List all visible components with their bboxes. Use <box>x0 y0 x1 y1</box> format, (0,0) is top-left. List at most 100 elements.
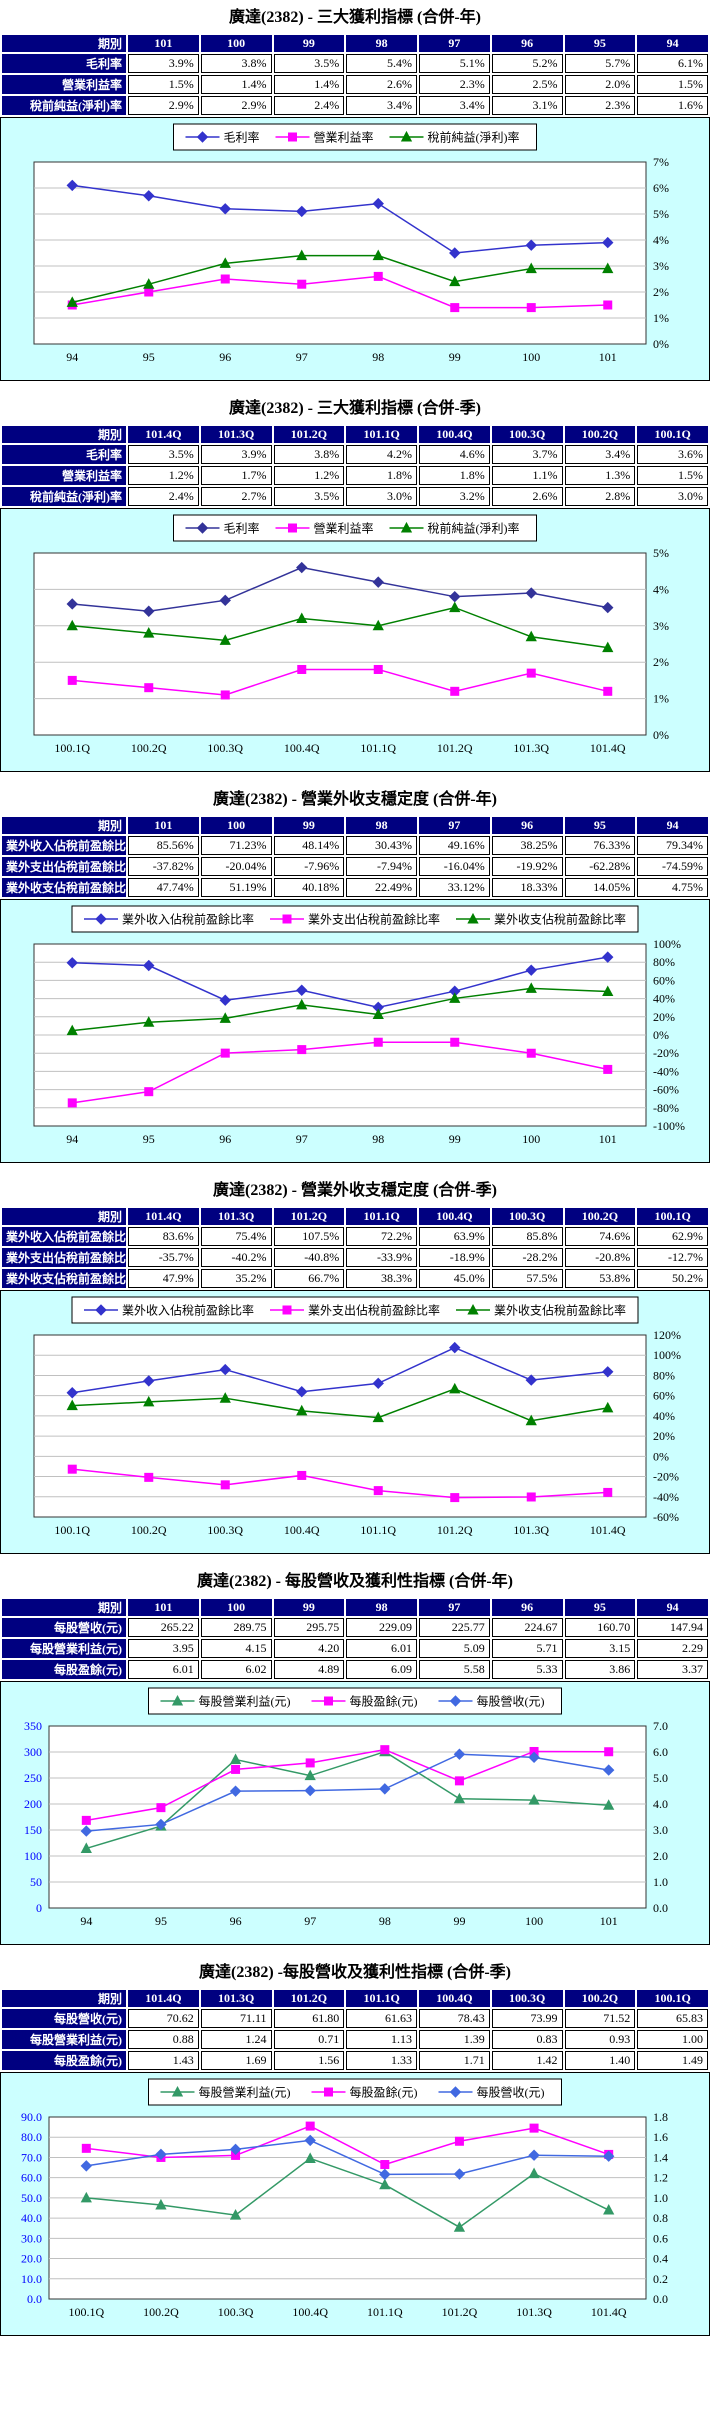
diamond-marker-icon <box>602 951 614 963</box>
series-line <box>72 1388 608 1422</box>
left-axis-tick-label: 50 <box>30 1875 42 1889</box>
triangle-marker-icon <box>66 296 78 307</box>
left-axis-tick-label: 10.0 <box>21 2272 42 2286</box>
right-axis-tick-label: 60% <box>653 973 675 987</box>
table-cell: 3.86 <box>564 1660 636 1679</box>
table-cell: 83.6% <box>128 1227 199 1246</box>
triangle-marker-icon <box>528 1794 540 1805</box>
x-axis-tick-label: 100.1Q <box>68 2305 104 2319</box>
table-cell: 3.37 <box>637 1660 708 1679</box>
diamond-marker-icon <box>143 1375 155 1387</box>
triangle-marker-icon <box>372 249 384 261</box>
period-header-cell: 100.1Q <box>637 1208 708 1225</box>
triangle-marker-icon <box>304 1769 316 1781</box>
x-axis-tick-label: 101.3Q <box>516 2305 552 2319</box>
chart-legend: 業外收入佔稅前盈餘比率 業外支出佔稅前盈餘比率 業外收支佔稅前盈餘比率 <box>71 905 639 933</box>
table-cell: 1.00 <box>637 2030 708 2049</box>
table-cell: 70.62 <box>128 2009 199 2028</box>
series-line <box>72 254 608 304</box>
square-marker-icon <box>144 683 154 693</box>
table-cell: 0.88 <box>128 2030 199 2049</box>
square-marker-icon <box>282 1305 292 1315</box>
triangle-marker-icon <box>400 521 413 533</box>
table-cell: 5.7% <box>564 54 636 73</box>
table-cell: 3.4% <box>419 96 490 115</box>
left-axis-tick-label: 250 <box>24 1771 42 1785</box>
x-axis-tick-label: 100 <box>525 1914 543 1928</box>
square-marker-icon <box>526 1492 536 1502</box>
table-cell: 289.75 <box>200 1618 272 1637</box>
square-marker-icon <box>373 1037 383 1047</box>
x-axis-tick-label: 100.3Q <box>207 1523 243 1537</box>
triangle-marker-icon <box>449 275 461 287</box>
series-1 <box>66 561 614 617</box>
series-line <box>86 1753 609 1832</box>
legend-label: 業外收支佔稅前盈餘比率 <box>494 1303 626 1318</box>
table-cell: -20.8% <box>564 1248 636 1267</box>
table-cell: 1.56 <box>273 2051 345 2070</box>
row-label: 毛利率 <box>2 445 126 464</box>
x-axis-tick-label: 100.3Q <box>207 741 243 755</box>
table-cell: 295.75 <box>273 1618 345 1637</box>
table-cell: -35.7% <box>128 1248 199 1267</box>
table-cell: 107.5% <box>273 1227 345 1246</box>
period-header-cell: 101.1Q <box>346 1208 417 1225</box>
table-cell: 2.3% <box>419 75 490 94</box>
table-cell: 3.15 <box>564 1639 636 1658</box>
table-cell: 78.43 <box>419 2009 490 2028</box>
triangle-marker-icon <box>603 2203 615 2215</box>
table-cell: 3.1% <box>491 96 563 115</box>
series-line <box>72 987 608 1032</box>
eps-quarterly-table: 期別 101.4Q 101.3Q 101.2Q 101.1Q 100.4Q 100.3Q 10… <box>0 1988 710 2072</box>
diamond-marker-icon <box>528 1751 540 1764</box>
plot-area <box>48 1725 647 1909</box>
diamond-marker-icon <box>304 2134 316 2147</box>
period-header-cell: 100.3Q <box>491 1990 563 2007</box>
nonop-quarterly-line-chart: 業外收入佔稅前盈餘比率 業外支出佔稅前盈餘比率 業外收支佔稅前盈餘比率 120% 100… <box>0 1290 710 1554</box>
diamond-marker-icon <box>296 1386 308 1398</box>
diamond-marker-icon <box>296 561 308 574</box>
eps-quarterly-line-chart: 每股營業利益(元) 每股盈餘(元) 每股營收(元) 1.8 90.0 1.6 80.0 1.4… <box>0 2072 710 2336</box>
table-cell: 3.5% <box>128 445 199 464</box>
period-header-label: 期別 <box>2 1208 126 1225</box>
series-line <box>86 2125 609 2166</box>
series-line <box>86 2157 610 2229</box>
square-marker-icon <box>373 271 383 281</box>
table-cell: 40.18% <box>273 878 345 897</box>
right-axis-tick-label: 1.8 <box>653 2110 668 2124</box>
table-row: 稅前純益(淨利)率 2.4% 2.7% 3.5% 3.0% 3.2% 2.6% 2.8% 3.0… <box>2 487 708 506</box>
square-marker-icon <box>81 1815 91 1825</box>
table-cell: 225.77 <box>419 1618 490 1637</box>
series-line <box>72 1041 608 1104</box>
square-marker-icon <box>288 523 297 533</box>
square-marker-icon <box>450 686 460 696</box>
table-cell: 3.8% <box>200 54 272 73</box>
table-cell: 2.9% <box>128 96 199 115</box>
period-header-label: 期別 <box>2 817 126 834</box>
table-cell: 5.2% <box>491 54 563 73</box>
table-cell: 2.29 <box>637 1639 708 1658</box>
x-axis-tick-label: 94 <box>66 1132 78 1146</box>
square-marker-icon <box>380 2160 390 2170</box>
table-cell: 1.8% <box>419 466 490 485</box>
square-marker-icon <box>231 1764 241 1774</box>
diamond-marker-icon <box>528 2149 540 2161</box>
square-marker-icon <box>450 303 460 313</box>
period-header-cell: 101.1Q <box>346 426 417 443</box>
plot-area <box>33 161 647 345</box>
diamond-marker-icon <box>196 131 209 143</box>
table-cell: -19.92% <box>491 857 563 876</box>
table-cell: 2.0% <box>564 75 636 94</box>
chart-legend: 毛利率 營業利益率 稅前純益(淨利)率 <box>173 514 537 542</box>
table-row: 業外支出佔稅前盈餘比率 -37.82% -20.04% -7.96% -7.94% -16… <box>2 857 708 876</box>
triangle-marker-icon <box>525 982 537 993</box>
diamond-marker-icon <box>296 984 308 996</box>
table-cell: 2.6% <box>491 487 563 506</box>
table-row: 每股盈餘(元) 6.01 6.02 4.89 6.09 5.58 5.33 3.86 3.37 <box>2 1660 708 1679</box>
triangle-marker-icon <box>143 627 155 638</box>
table-cell: 2.9% <box>200 96 272 115</box>
period-header-cell: 97 <box>419 817 490 834</box>
table-cell: 49.16% <box>419 836 490 855</box>
table-cell: 1.69 <box>200 2051 272 2070</box>
triangle-marker-icon <box>528 2167 540 2179</box>
